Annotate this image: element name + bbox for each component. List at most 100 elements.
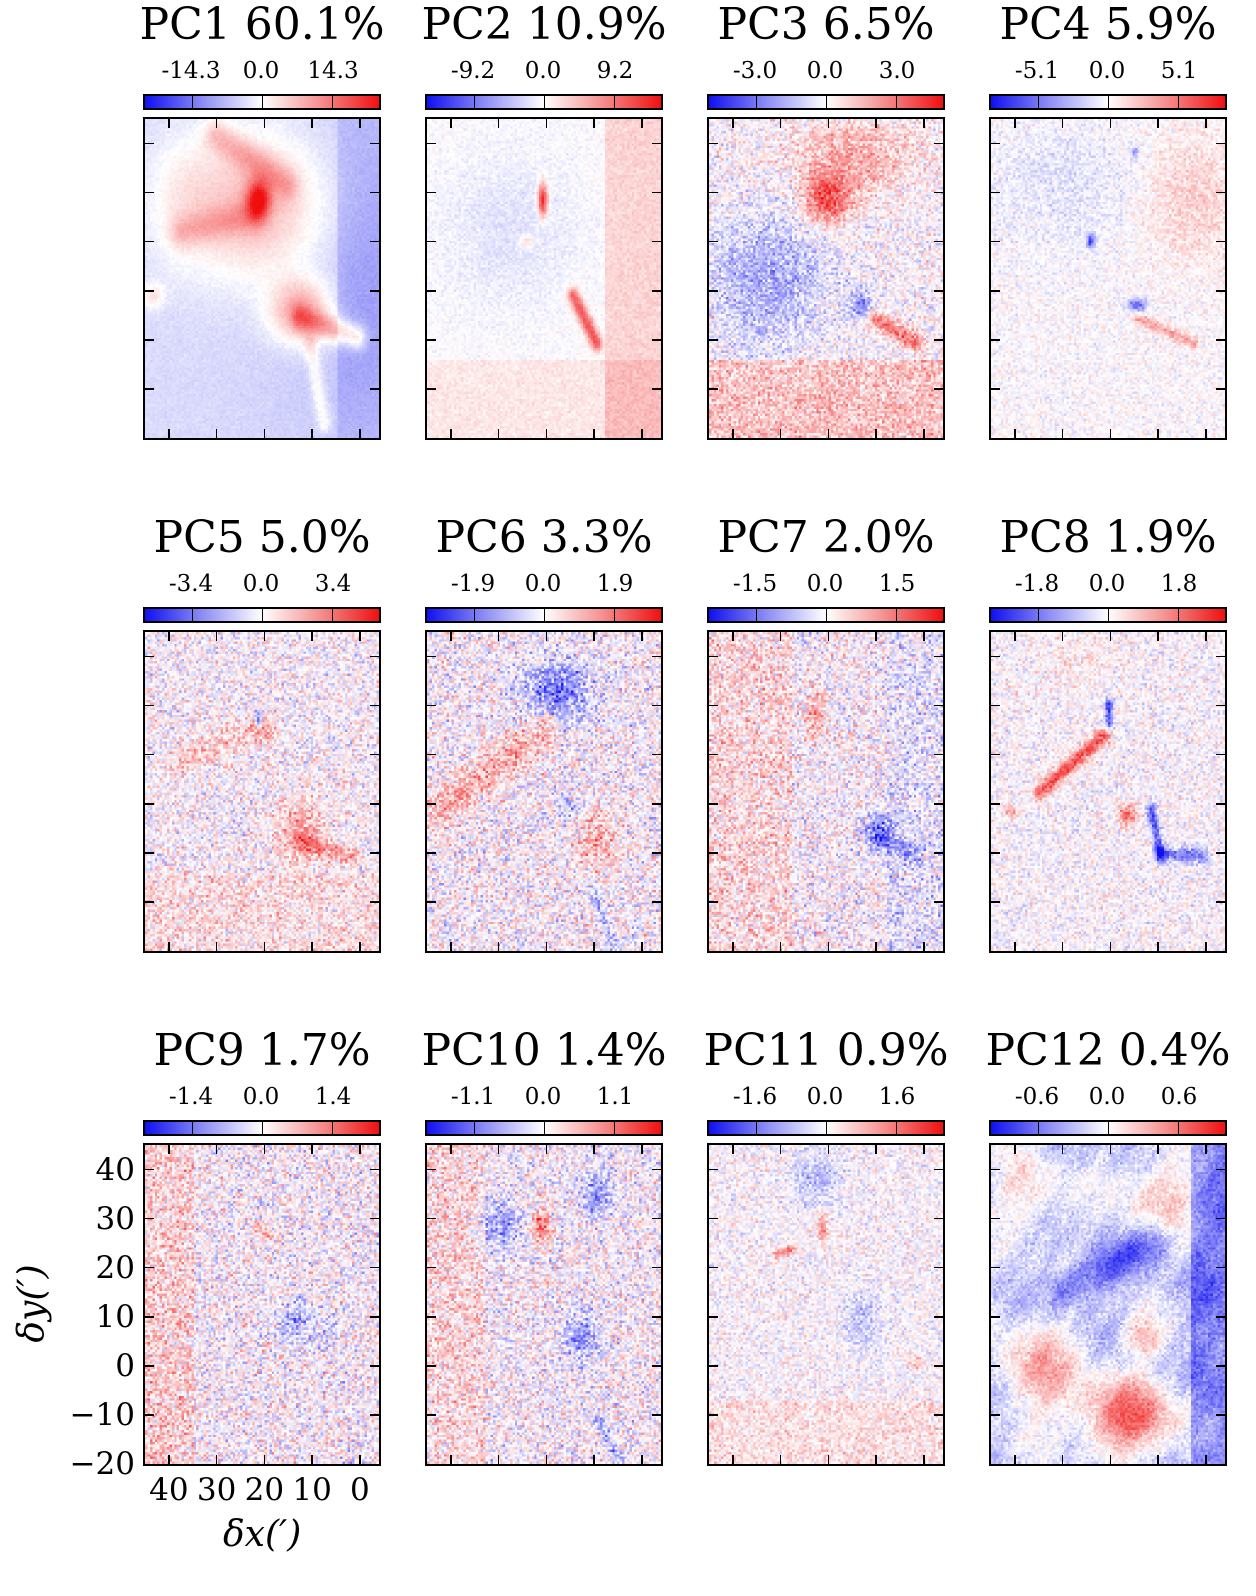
colorbar-tick bbox=[1178, 96, 1180, 108]
colorbar-tick bbox=[896, 1122, 898, 1134]
y-tick bbox=[991, 901, 1000, 903]
colorbar-tick-label: -1.9 bbox=[450, 571, 496, 597]
x-tick bbox=[732, 942, 734, 951]
colorbar-tick bbox=[755, 1122, 757, 1134]
x-tick bbox=[1014, 1455, 1016, 1464]
colorbar-tick-label: 0.0 bbox=[806, 571, 844, 597]
y-tick bbox=[991, 290, 1000, 292]
y-tick bbox=[934, 388, 943, 390]
colorbar-tick bbox=[473, 96, 475, 108]
x-tick bbox=[215, 119, 218, 128]
y-tick bbox=[1216, 753, 1225, 756]
y-tick bbox=[370, 704, 379, 707]
colorbar-tick bbox=[473, 609, 475, 621]
y-tick bbox=[427, 290, 436, 292]
colorbar-tick-label: 1.9 bbox=[596, 571, 634, 597]
y-tick bbox=[709, 388, 718, 390]
x-tick bbox=[593, 429, 595, 438]
panel-title: PC5 5.0% bbox=[153, 512, 371, 563]
colorbar-tick-label: 0.0 bbox=[242, 58, 280, 84]
y-tick bbox=[1216, 1266, 1225, 1269]
y-tick bbox=[709, 1217, 718, 1220]
y-tick bbox=[145, 1266, 154, 1269]
colorbar-tick bbox=[262, 96, 263, 108]
colorbar-tick bbox=[826, 1122, 827, 1134]
x-tick bbox=[263, 1455, 266, 1464]
x-tick bbox=[359, 119, 361, 128]
y-tick bbox=[1216, 1365, 1225, 1367]
y-tick bbox=[1216, 240, 1225, 243]
colorbar-tick bbox=[1037, 1122, 1039, 1134]
y-tick bbox=[991, 655, 1000, 658]
y-tick bbox=[370, 1365, 379, 1367]
x-tick bbox=[1205, 1455, 1207, 1464]
y-tick bbox=[934, 1168, 943, 1171]
x-tick bbox=[732, 632, 734, 641]
y-tick bbox=[370, 290, 379, 292]
x-tick bbox=[1109, 429, 1112, 438]
y-tick bbox=[991, 1217, 1000, 1220]
y-tick bbox=[427, 1217, 436, 1220]
y-tick bbox=[427, 388, 436, 390]
y-tick bbox=[145, 339, 154, 341]
pc-heatmap bbox=[991, 119, 1225, 438]
y-tick bbox=[145, 388, 154, 390]
y-tick bbox=[427, 240, 436, 243]
y-tick bbox=[652, 704, 661, 707]
x-tick bbox=[311, 942, 313, 951]
x-tick bbox=[593, 1455, 595, 1464]
pc-heatmap bbox=[427, 119, 661, 438]
y-tick bbox=[934, 803, 943, 805]
x-tick bbox=[263, 632, 266, 641]
colorbar-tick-label: -3.0 bbox=[732, 58, 778, 84]
x-tick bbox=[263, 1145, 266, 1154]
pc-map bbox=[989, 117, 1227, 440]
pc-map bbox=[425, 630, 663, 953]
y-tick bbox=[145, 1168, 154, 1171]
colorbar-tick bbox=[896, 609, 898, 621]
x-tick bbox=[215, 632, 218, 641]
x-tick bbox=[779, 1455, 782, 1464]
x-tick bbox=[1109, 1455, 1112, 1464]
colorbar-tick bbox=[1108, 609, 1109, 621]
x-tick bbox=[875, 119, 877, 128]
colorbar-tick-label: 9.2 bbox=[596, 58, 634, 84]
y-tick-label: 20 bbox=[95, 1249, 135, 1286]
colorbar-tick bbox=[896, 96, 898, 108]
pc-heatmap bbox=[427, 1145, 661, 1464]
colorbar-tick-labels: -1.1 0.0 1.1 bbox=[425, 1084, 663, 1110]
colorbar bbox=[143, 607, 381, 623]
y-tick bbox=[652, 339, 661, 341]
colorbar-tick-label: 0.0 bbox=[242, 1084, 280, 1110]
y-tick bbox=[934, 852, 943, 854]
colorbar-tick-label: -5.1 bbox=[1014, 58, 1060, 84]
y-tick bbox=[145, 1316, 154, 1318]
panel-title: PC3 6.5% bbox=[717, 0, 935, 50]
pc-map bbox=[425, 117, 663, 440]
y-tick bbox=[370, 901, 379, 903]
x-tick bbox=[593, 1145, 595, 1154]
colorbar-tick-label: 0.6 bbox=[1160, 1084, 1198, 1110]
x-tick bbox=[1109, 942, 1112, 951]
x-tick-label: 20 bbox=[244, 1472, 285, 1508]
y-tick bbox=[652, 753, 661, 756]
x-tick bbox=[875, 1145, 877, 1154]
y-tick bbox=[934, 191, 943, 194]
y-tick bbox=[934, 1217, 943, 1220]
colorbar-tick-label: 14.3 bbox=[307, 58, 359, 84]
y-tick-label: 10 bbox=[95, 1298, 135, 1335]
y-tick bbox=[934, 1365, 943, 1367]
colorbar-tick-labels: -1.6 0.0 1.6 bbox=[707, 1084, 945, 1110]
colorbar-tick-labels: -3.0 0.0 3.0 bbox=[707, 58, 945, 84]
pc-heatmap bbox=[709, 1145, 943, 1464]
y-tick bbox=[370, 655, 379, 658]
pc-heatmap bbox=[991, 632, 1225, 951]
colorbar-tick-labels: -9.2 0.0 9.2 bbox=[425, 58, 663, 84]
colorbar-tick bbox=[544, 96, 545, 108]
y-tick bbox=[145, 191, 154, 194]
x-tick bbox=[1157, 119, 1159, 128]
y-tick bbox=[427, 852, 436, 854]
x-tick bbox=[827, 942, 830, 951]
colorbar-tick-label: 0.0 bbox=[524, 1084, 562, 1110]
x-tick bbox=[450, 942, 452, 951]
